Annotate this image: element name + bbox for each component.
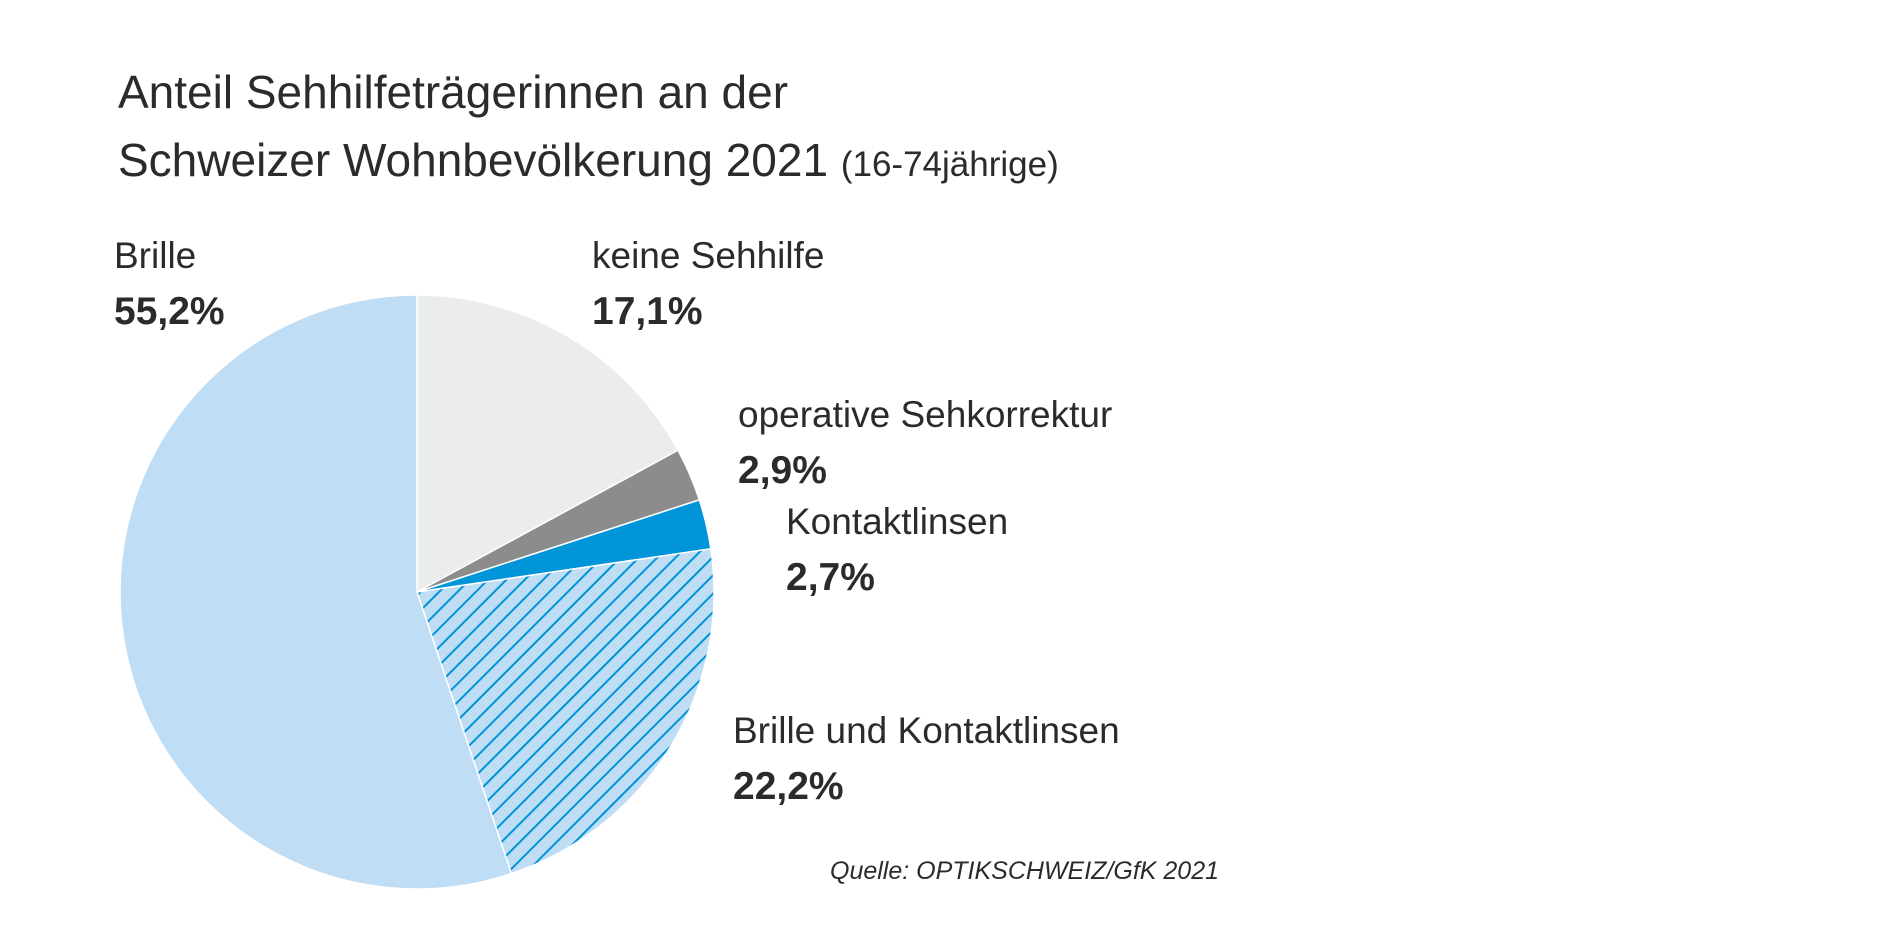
slice-label-brille-und-kontaktlinsen-value: 22,2% xyxy=(733,765,844,808)
chart-title-line1: Anteil Sehhilfeträgerinnen an der xyxy=(118,66,789,118)
chart-subtitle: (16-74jährige) xyxy=(840,145,1059,184)
slice-label-operative-sehkorrektur: operative Sehkorrektur 2,9% xyxy=(738,387,1112,499)
slice-label-operative-sehkorrektur-value: 2,9% xyxy=(738,449,827,492)
slice-label-brille: Brille 55,2% xyxy=(114,228,225,340)
slice-label-keine-sehhilfe-value: 17,1% xyxy=(592,290,703,333)
slice-label-kontaktlinsen-value: 2,7% xyxy=(786,556,875,599)
pie-slice-brille-und-kontaktlinsen xyxy=(416,547,715,875)
chart-title: Anteil Sehhilfeträgerinnen an der Schwei… xyxy=(118,58,1059,199)
slice-label-operative-sehkorrektur-name: operative Sehkorrektur xyxy=(738,394,1113,435)
slice-label-brille-und-kontaktlinsen-name: Brille und Kontaktlinsen xyxy=(733,710,1120,751)
slice-label-keine-sehhilfe: keine Sehhilfe 17,1% xyxy=(592,228,824,340)
slice-label-keine-sehhilfe-name: keine Sehhilfe xyxy=(592,235,825,276)
chart-source: Quelle: OPTIKSCHWEIZ/GfK 2021 xyxy=(830,857,1220,885)
slice-label-brille-und-kontaktlinsen: Brille und Kontaktlinsen 22,2% xyxy=(733,703,1120,815)
slice-label-brille-name: Brille xyxy=(114,235,197,276)
slice-label-brille-value: 55,2% xyxy=(114,290,225,333)
chart-title-line2: Schweizer Wohnbevölkerung 2021 (16-74jäh… xyxy=(118,126,1059,199)
slice-label-kontaktlinsen: Kontaktlinsen 2,7% xyxy=(786,494,1008,606)
pie-slice-brille xyxy=(119,294,513,890)
slice-label-kontaktlinsen-name: Kontaktlinsen xyxy=(786,501,1009,542)
pie-slice-keine-sehhilfe xyxy=(416,294,680,594)
chart-title-line2-text: Schweizer Wohnbevölkerung 2021 xyxy=(118,134,829,186)
